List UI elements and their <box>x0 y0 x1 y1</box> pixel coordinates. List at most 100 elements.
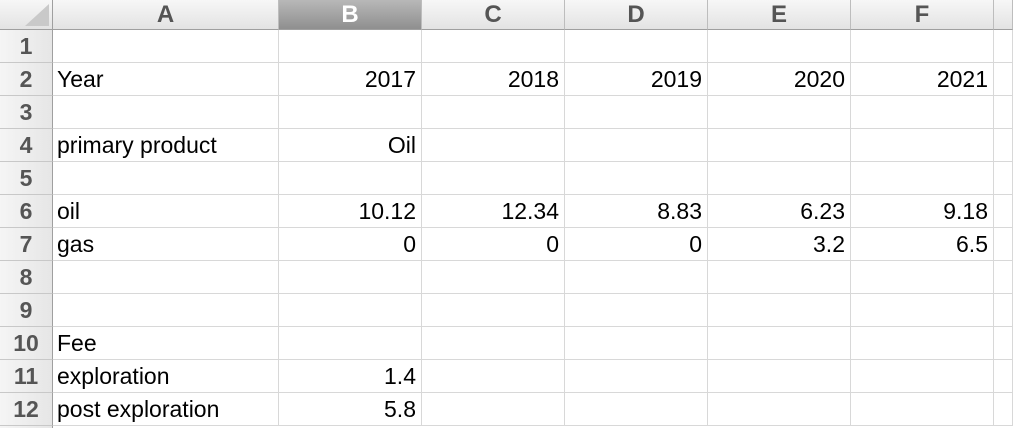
cell-e4[interactable] <box>708 129 851 162</box>
cell-a12[interactable]: post exploration <box>53 393 279 426</box>
cell-d7[interactable]: 0 <box>565 228 708 261</box>
cell-f11[interactable] <box>851 360 994 393</box>
row-header-3[interactable]: 3 <box>0 96 53 129</box>
cell-b1[interactable] <box>279 30 422 63</box>
row-header-5[interactable]: 5 <box>0 162 53 195</box>
cell-f8[interactable] <box>851 261 994 294</box>
cell-d12[interactable] <box>565 393 708 426</box>
cell-f7[interactable]: 6.5 <box>851 228 994 261</box>
cell-d4[interactable] <box>565 129 708 162</box>
cell-g-partial[interactable] <box>994 261 1013 294</box>
cell-e11[interactable] <box>708 360 851 393</box>
cell-a3[interactable] <box>53 96 279 129</box>
cell-g-partial[interactable] <box>994 30 1013 63</box>
cell-e5[interactable] <box>708 162 851 195</box>
cell-d3[interactable] <box>565 96 708 129</box>
cell-d9[interactable] <box>565 294 708 327</box>
cell-b4[interactable]: Oil <box>279 129 422 162</box>
cell-c1[interactable] <box>422 30 565 63</box>
cell-e6[interactable]: 6.23 <box>708 195 851 228</box>
column-header-c[interactable]: C <box>422 0 565 30</box>
cell-b9[interactable] <box>279 294 422 327</box>
cell-f3[interactable] <box>851 96 994 129</box>
cell-e1[interactable] <box>708 30 851 63</box>
cell-a5[interactable] <box>53 162 279 195</box>
cell-c6[interactable]: 12.34 <box>422 195 565 228</box>
cell-d5[interactable] <box>565 162 708 195</box>
cell-a6[interactable]: oil <box>53 195 279 228</box>
cell-g-partial[interactable] <box>994 162 1013 195</box>
column-header-g-partial[interactable] <box>994 0 1013 30</box>
cell-e10[interactable] <box>708 327 851 360</box>
cell-c3[interactable] <box>422 96 565 129</box>
cell-g-partial[interactable] <box>994 327 1013 360</box>
column-header-d[interactable]: D <box>565 0 708 30</box>
cell-d2[interactable]: 2019 <box>565 63 708 96</box>
select-all-corner[interactable] <box>0 0 53 30</box>
cell-e9[interactable] <box>708 294 851 327</box>
cell-a4[interactable]: primary product <box>53 129 279 162</box>
column-header-a[interactable]: A <box>53 0 279 30</box>
column-header-e[interactable]: E <box>708 0 851 30</box>
cell-a9[interactable] <box>53 294 279 327</box>
cell-d10[interactable] <box>565 327 708 360</box>
cell-f12[interactable] <box>851 393 994 426</box>
cell-b7[interactable]: 0 <box>279 228 422 261</box>
row-header-1[interactable]: 1 <box>0 30 53 63</box>
cell-f10[interactable] <box>851 327 994 360</box>
cell-a10[interactable]: Fee <box>53 327 279 360</box>
row-header-12[interactable]: 12 <box>0 393 53 426</box>
row-header-13-partial[interactable] <box>0 426 53 428</box>
cell-f4[interactable] <box>851 129 994 162</box>
cell-g-partial[interactable] <box>994 129 1013 162</box>
cell-b11[interactable]: 1.4 <box>279 360 422 393</box>
cell-b2[interactable]: 2017 <box>279 63 422 96</box>
cell-f5[interactable] <box>851 162 994 195</box>
cell-f1[interactable] <box>851 30 994 63</box>
cell-c8[interactable] <box>422 261 565 294</box>
cell-g-partial[interactable] <box>994 63 1013 96</box>
cell-c12[interactable] <box>422 393 565 426</box>
row-header-2[interactable]: 2 <box>0 63 53 96</box>
cell-a11[interactable]: exploration <box>53 360 279 393</box>
cell-d1[interactable] <box>565 30 708 63</box>
cell-e3[interactable] <box>708 96 851 129</box>
cell-e2[interactable]: 2020 <box>708 63 851 96</box>
cell-d8[interactable] <box>565 261 708 294</box>
cell-b5[interactable] <box>279 162 422 195</box>
cell-f2[interactable]: 2021 <box>851 63 994 96</box>
cell-g-partial[interactable] <box>994 294 1013 327</box>
cell-d6[interactable]: 8.83 <box>565 195 708 228</box>
cell-a1[interactable] <box>53 30 279 63</box>
cell-b6[interactable]: 10.12 <box>279 195 422 228</box>
cell-c4[interactable] <box>422 129 565 162</box>
cell-b12[interactable]: 5.8 <box>279 393 422 426</box>
cell-c9[interactable] <box>422 294 565 327</box>
cell-g-partial[interactable] <box>994 360 1013 393</box>
column-header-b[interactable]: B <box>279 0 422 30</box>
row-header-6[interactable]: 6 <box>0 195 53 228</box>
cell-c2[interactable]: 2018 <box>422 63 565 96</box>
cell-g-partial[interactable] <box>994 96 1013 129</box>
cell-d11[interactable] <box>565 360 708 393</box>
row-header-10[interactable]: 10 <box>0 327 53 360</box>
cell-b3[interactable] <box>279 96 422 129</box>
row-header-7[interactable]: 7 <box>0 228 53 261</box>
cell-c7[interactable]: 0 <box>422 228 565 261</box>
cell-e7[interactable]: 3.2 <box>708 228 851 261</box>
cell-b8[interactable] <box>279 261 422 294</box>
cell-g-partial[interactable] <box>994 228 1013 261</box>
cell-c5[interactable] <box>422 162 565 195</box>
cell-g-partial[interactable] <box>994 393 1013 426</box>
cell-f9[interactable] <box>851 294 994 327</box>
row-header-9[interactable]: 9 <box>0 294 53 327</box>
cell-a8[interactable] <box>53 261 279 294</box>
row-header-4[interactable]: 4 <box>0 129 53 162</box>
cell-e12[interactable] <box>708 393 851 426</box>
cell-e8[interactable] <box>708 261 851 294</box>
row-header-11[interactable]: 11 <box>0 360 53 393</box>
cell-g-partial[interactable] <box>994 195 1013 228</box>
cell-c11[interactable] <box>422 360 565 393</box>
cell-a7[interactable]: gas <box>53 228 279 261</box>
column-header-f[interactable]: F <box>851 0 994 30</box>
